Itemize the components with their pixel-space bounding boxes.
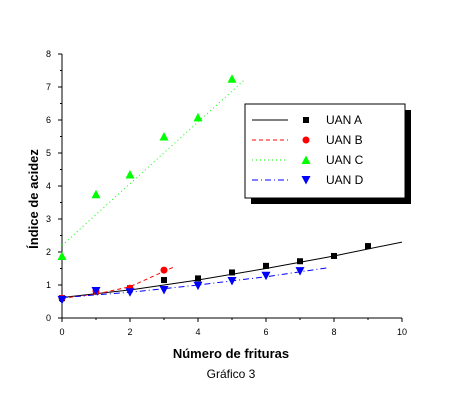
data-point bbox=[193, 281, 203, 291]
data-point bbox=[91, 286, 101, 296]
data-point bbox=[125, 288, 135, 297]
x-tick-label: 10 bbox=[397, 327, 407, 337]
y-tick-label: 0 bbox=[46, 313, 51, 323]
series-layer bbox=[57, 74, 403, 305]
data-point bbox=[263, 262, 269, 269]
data-point bbox=[295, 267, 305, 276]
y-tick-label: 2 bbox=[46, 247, 51, 257]
data-point bbox=[159, 285, 169, 295]
x-tick-label: 2 bbox=[127, 327, 132, 337]
data-point bbox=[227, 74, 237, 83]
data-point bbox=[160, 266, 168, 274]
data-point bbox=[365, 243, 371, 250]
data-point bbox=[227, 277, 237, 286]
y-tick-label: 1 bbox=[46, 280, 51, 290]
x-axis-title: Número de frituras bbox=[173, 346, 289, 361]
legend-marker bbox=[301, 155, 311, 164]
data-point bbox=[297, 258, 303, 265]
data-point bbox=[229, 269, 235, 276]
data-point bbox=[261, 271, 271, 281]
series-fit-line bbox=[61, 267, 328, 299]
series-fit-line bbox=[61, 78, 246, 246]
legend-label: UAN A bbox=[326, 113, 362, 127]
y-tick-label: 5 bbox=[46, 148, 51, 158]
data-point bbox=[125, 169, 135, 179]
legend-marker bbox=[301, 176, 311, 185]
legend: UAN A UAN B UAN C UAN D bbox=[244, 103, 411, 204]
y-tick-label: 7 bbox=[46, 82, 51, 92]
ticks: 0 2 4 6 8 10 0 1 2 3 4 5 6 7 8 bbox=[46, 49, 407, 337]
legend-label: UAN B bbox=[326, 133, 363, 147]
x-tick-label: 0 bbox=[59, 327, 64, 337]
series-uan-a bbox=[59, 241, 403, 302]
x-tick-label: 8 bbox=[331, 327, 336, 337]
legend-box bbox=[244, 103, 406, 199]
chart-caption: Gráfico 3 bbox=[207, 367, 256, 381]
legend-label: UAN D bbox=[326, 173, 364, 187]
x-tick-label: 6 bbox=[263, 327, 268, 337]
legend-items: UAN A UAN B UAN C UAN D bbox=[252, 113, 364, 187]
data-point bbox=[159, 132, 169, 141]
y-tick-label: 6 bbox=[46, 115, 51, 125]
x-tick-label: 4 bbox=[195, 327, 200, 337]
data-point bbox=[193, 112, 203, 122]
y-tick-label: 3 bbox=[46, 214, 51, 224]
series-uan-c bbox=[57, 74, 246, 260]
series-uan-d bbox=[57, 267, 328, 305]
data-point bbox=[331, 252, 337, 259]
y-axis-title: Índice de acidez bbox=[26, 149, 41, 249]
data-point bbox=[195, 275, 201, 282]
data-point bbox=[91, 189, 101, 199]
y-tick-label: 8 bbox=[46, 49, 51, 59]
y-tick-label: 4 bbox=[46, 181, 51, 191]
legend-label: UAN C bbox=[326, 153, 364, 167]
legend-marker bbox=[303, 117, 309, 123]
data-point bbox=[57, 251, 67, 260]
data-point bbox=[57, 295, 67, 305]
legend-marker bbox=[302, 136, 310, 144]
data-point bbox=[161, 277, 167, 284]
